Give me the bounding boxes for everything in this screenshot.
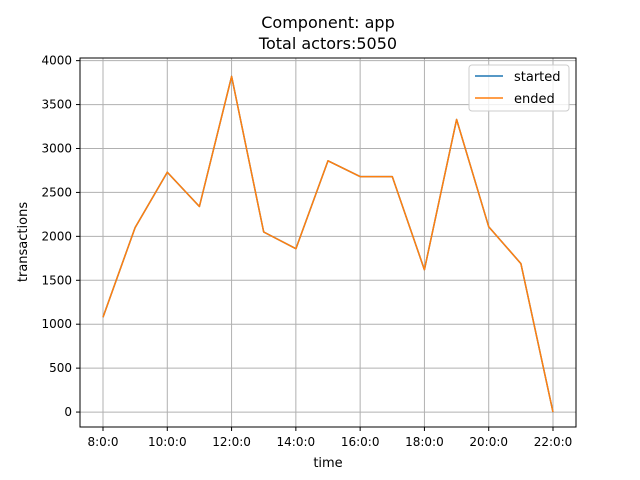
x-tick-label: 10:0:0 [148, 435, 187, 449]
y-tick-label: 0 [64, 405, 72, 419]
plot-frame [79, 57, 577, 428]
x-tick-label: 8:0:0 [88, 435, 119, 449]
x-axis-label: time [313, 456, 342, 471]
y-tick-label: 3000 [41, 141, 72, 155]
x-axis-ticks: 8:0:0 10:0:0 12:0:0 14:0:0 16:0:0 18:0:0 20:0:… [88, 427, 573, 449]
x-tick-label: 14:0:0 [277, 435, 316, 449]
y-tick-label: 2000 [41, 229, 72, 243]
x-tick-label: 22:0:0 [534, 435, 573, 449]
chart-title: Component: app [261, 13, 394, 32]
legend-label-started: started [514, 70, 561, 85]
legend: started ended [468, 64, 570, 112]
legend-label-ended: ended [514, 92, 555, 107]
y-tick-label: 2500 [41, 185, 72, 199]
x-tick-label: 16:0:0 [341, 435, 380, 449]
y-axis-ticks: 0 500 1000 1500 2000 2500 3000 3500 4000 [41, 54, 80, 419]
grid-lines [80, 58, 576, 427]
y-tick-label: 1500 [41, 273, 72, 287]
x-tick-label: 18:0:0 [405, 435, 444, 449]
x-tick-label: 12:0:0 [212, 435, 251, 449]
y-tick-label: 1000 [41, 317, 72, 331]
y-tick-label: 4000 [41, 54, 72, 68]
series-line-ended [102, 75, 554, 413]
x-tick-label: 20:0:0 [469, 435, 508, 449]
y-tick-label: 500 [49, 361, 72, 375]
chart-subtitle: Total actors:5050 [258, 34, 397, 53]
y-tick-label: 3500 [41, 98, 72, 112]
series-lines [102, 75, 554, 413]
y-axis-label: transactions [16, 202, 31, 282]
series-line-started [102, 75, 554, 413]
